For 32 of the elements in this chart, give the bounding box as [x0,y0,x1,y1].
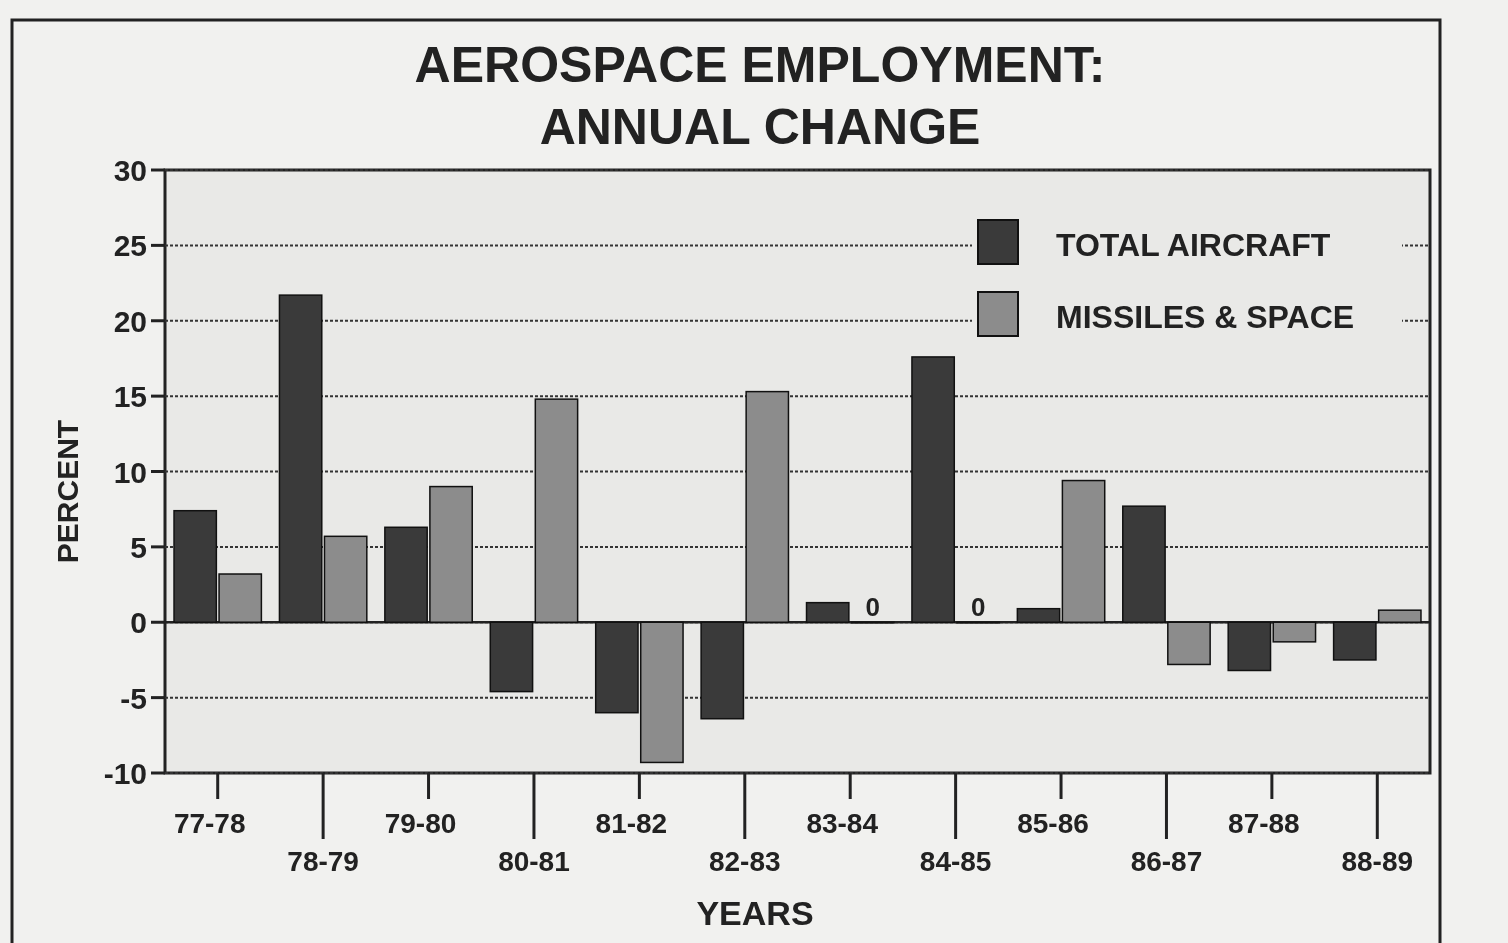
y-tick-label: 0 [130,606,147,640]
x-tick-label: 80-81 [498,846,570,877]
chart-title: AEROSPACE EMPLOYMENT: ANNUAL CHANGE [414,37,1106,155]
x-tick-label: 78-79 [287,846,359,877]
x-tick-label: 85-86 [1017,808,1089,839]
y-tick-label: 20 [113,304,147,338]
legend-label: TOTAL AIRCRAFT [1056,227,1331,263]
x-tick-label: 88-89 [1341,846,1414,877]
y-axis-title: PERCENT [51,419,84,564]
legend-label: MISSILES & SPACE [1056,299,1355,335]
x-tick-label: 87-88 [1228,808,1300,839]
y-tick-label: 30 [113,154,147,187]
x-tick-label: 83-84 [806,808,879,839]
x-tick-label: 84-85 [919,846,992,877]
x-tick-label: 82-83 [708,846,781,877]
x-tick-label: 79-80 [384,808,457,839]
bar [1016,607,1061,623]
data-label: 0 [970,592,986,623]
y-tick-label: -10 [103,757,147,790]
bar [534,398,579,623]
x-axis-title: YEARS [696,894,814,932]
y-tick-label: 5 [130,530,147,564]
y-tick-label: -5 [120,681,147,715]
y-tick-label: 25 [113,229,147,263]
x-tick-label: 86-87 [1130,846,1203,877]
bar [1061,479,1106,623]
y-tick-label: 10 [113,455,147,489]
x-tick-label: 81-82 [595,808,668,839]
y-tick-label: 15 [113,380,147,414]
x-tick-label: 77-78 [173,808,246,839]
data-label: 0 [865,592,880,623]
bar [489,621,534,693]
